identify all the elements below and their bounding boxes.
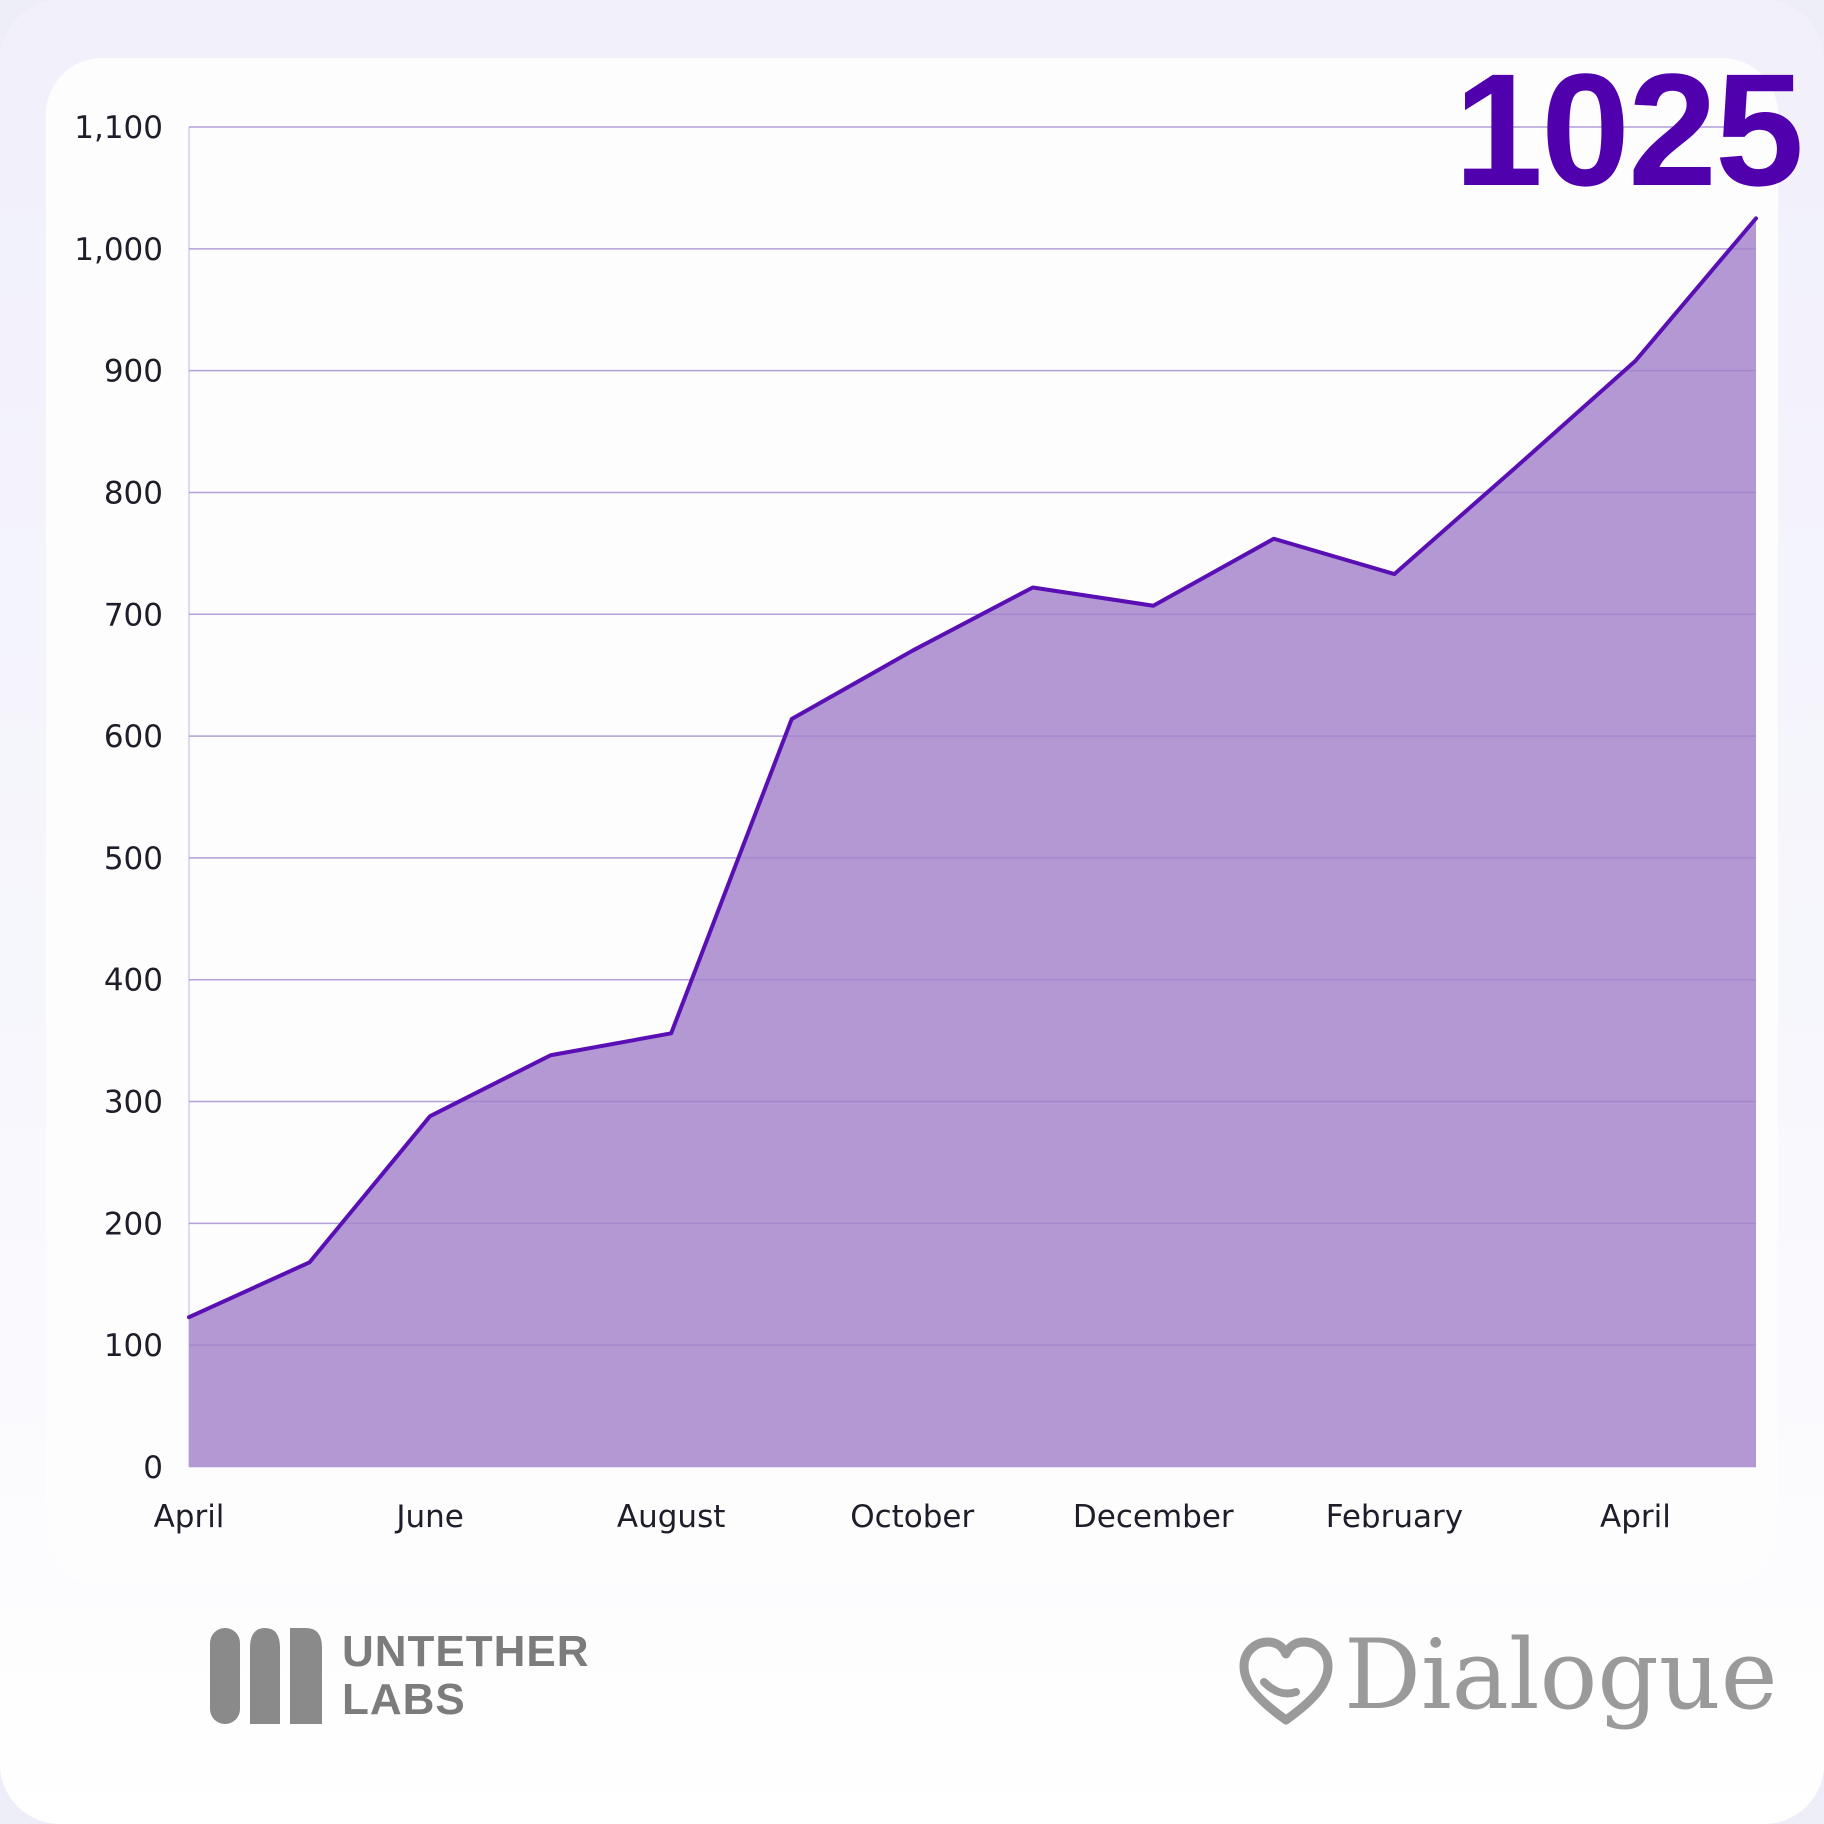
y-tick-label: 1,100: [74, 110, 163, 146]
area-layer: [187, 126, 1758, 1467]
y-tick-label: 900: [104, 354, 163, 390]
y-tick-label: 500: [104, 841, 163, 877]
y-tick-label: 600: [104, 719, 163, 755]
y-tick-label: 0: [143, 1450, 163, 1486]
y-tick-label: 700: [104, 597, 163, 633]
untether-labs-wordmark: UNTETHER LABS: [342, 1628, 590, 1724]
x-tick-label: April: [1600, 1499, 1671, 1535]
untether-wordmark-line2: LABS: [342, 1675, 466, 1724]
y-tick-label: 300: [104, 1085, 163, 1121]
x-tick-label: December: [1073, 1499, 1234, 1535]
headline-value: 1025: [1454, 40, 1804, 219]
dialogue-logo: Dialogue: [1236, 1620, 1778, 1746]
x-tick-label: February: [1326, 1499, 1463, 1535]
y-axis: 0 100 200 300 400 500 600 700 800 900 1,000 1,100: [74, 110, 163, 1486]
dialogue-wordmark: Dialogue: [1344, 1619, 1778, 1731]
x-tick-label: June: [394, 1499, 464, 1535]
y-tick-label: 200: [104, 1206, 163, 1242]
x-tick-label: April: [154, 1499, 225, 1535]
y-tick-label: 1,000: [74, 232, 163, 268]
y-tick-label: 800: [104, 475, 163, 511]
x-tick-label: August: [617, 1499, 726, 1535]
x-axis: April June August October December February Ap…: [154, 1499, 1671, 1535]
series-line: [187, 216, 1758, 1320]
series-area: [189, 218, 1756, 1467]
y-tick-label: 400: [104, 963, 163, 999]
untether-labs-logo: UNTETHER LABS: [210, 1628, 610, 1724]
untether-wordmark-line1: UNTETHER: [342, 1627, 590, 1676]
heart-icon: [1239, 1637, 1333, 1725]
x-tick-label: October: [850, 1499, 974, 1535]
untether-logo-icon: [210, 1628, 322, 1724]
y-tick-label: 100: [104, 1328, 163, 1364]
